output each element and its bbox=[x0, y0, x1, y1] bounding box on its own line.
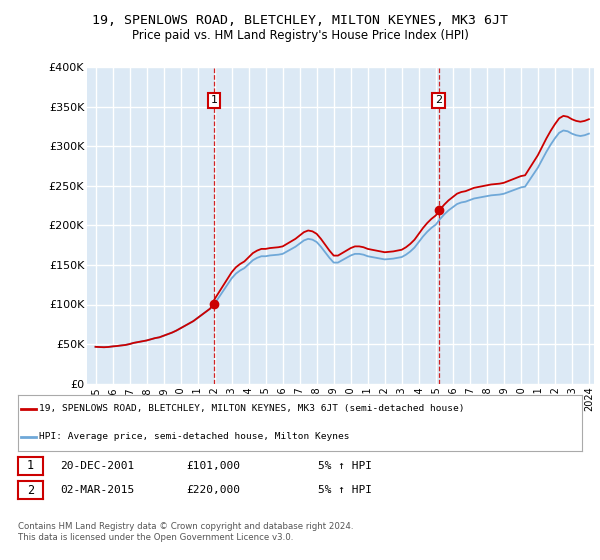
Text: £220,000: £220,000 bbox=[186, 485, 240, 495]
Text: 19, SPENLOWS ROAD, BLETCHLEY, MILTON KEYNES, MK3 6JT: 19, SPENLOWS ROAD, BLETCHLEY, MILTON KEY… bbox=[92, 14, 508, 27]
Text: Contains HM Land Registry data © Crown copyright and database right 2024.: Contains HM Land Registry data © Crown c… bbox=[18, 522, 353, 531]
Text: £101,000: £101,000 bbox=[186, 461, 240, 471]
Text: 5% ↑ HPI: 5% ↑ HPI bbox=[318, 461, 372, 471]
Text: 5% ↑ HPI: 5% ↑ HPI bbox=[318, 485, 372, 495]
Text: 02-MAR-2015: 02-MAR-2015 bbox=[60, 485, 134, 495]
Text: Price paid vs. HM Land Registry's House Price Index (HPI): Price paid vs. HM Land Registry's House … bbox=[131, 29, 469, 42]
Text: 1: 1 bbox=[211, 95, 218, 105]
Text: This data is licensed under the Open Government Licence v3.0.: This data is licensed under the Open Gov… bbox=[18, 533, 293, 542]
Text: 20-DEC-2001: 20-DEC-2001 bbox=[60, 461, 134, 471]
Text: 2: 2 bbox=[27, 483, 34, 497]
Text: 1: 1 bbox=[27, 459, 34, 473]
Text: HPI: Average price, semi-detached house, Milton Keynes: HPI: Average price, semi-detached house,… bbox=[39, 432, 349, 441]
Text: 2: 2 bbox=[435, 95, 442, 105]
Text: 19, SPENLOWS ROAD, BLETCHLEY, MILTON KEYNES, MK3 6JT (semi-detached house): 19, SPENLOWS ROAD, BLETCHLEY, MILTON KEY… bbox=[39, 404, 464, 413]
